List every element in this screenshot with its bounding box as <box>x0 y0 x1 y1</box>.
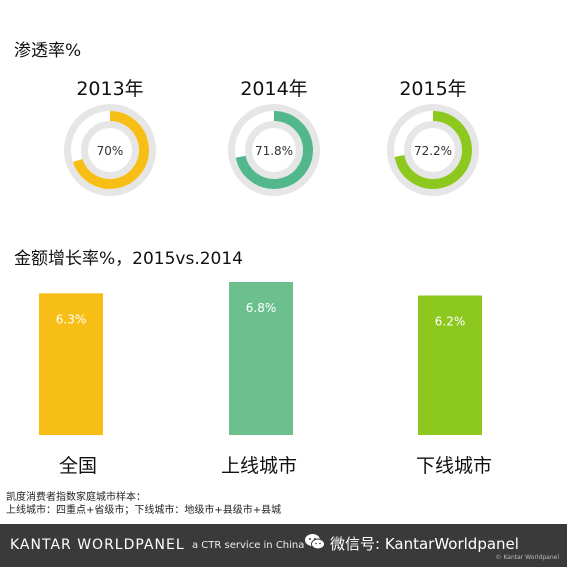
bar-lower-tier <box>418 295 482 435</box>
bar-value-label-upper-tier: 6.8% <box>246 301 277 315</box>
bar-national <box>39 293 103 436</box>
year-label-2014: 2014年 <box>240 78 308 100</box>
sample-note-line2: 上线城市：四重点+省级市；下线城市：地级市+县级市+县城 <box>6 505 282 516</box>
wechat-icon <box>305 534 325 550</box>
category-label-upper-tier: 上线城市 <box>220 455 297 477</box>
growth-bar-chart: 6.3% 6.8% 6.2% <box>39 282 482 436</box>
wechat-id-text: 微信号: KantarWorldpanel <box>330 535 519 553</box>
donut-2014: 71.8% <box>228 104 320 196</box>
year-label-2013: 2013年 <box>76 78 144 100</box>
donut-arc-2013 <box>72 111 149 189</box>
donut-2013: 70% <box>64 104 156 196</box>
donut-center-2014 <box>252 128 296 172</box>
donut-2015: 72.2% <box>387 104 479 196</box>
category-label-lower-tier: 下线城市 <box>415 455 492 477</box>
year-label-2015: 2015年 <box>399 78 467 100</box>
category-label-national: 全国 <box>58 455 97 477</box>
copyright-text: © Kantar Worldpanel <box>495 554 559 561</box>
donut-arc-2014 <box>235 111 313 189</box>
donut-value-label-2014: 71.8% <box>255 144 293 158</box>
bar-value-label-national: 6.3% <box>56 312 87 326</box>
footer-bar: KANTAR WORLDPANEL a CTR service in China… <box>0 524 567 567</box>
ctr-service-text: a CTR service in China <box>192 540 305 551</box>
donut-value-label-2013: 70% <box>97 144 124 158</box>
donut-arc-2015 <box>394 111 472 189</box>
bar-value-label-lower-tier: 6.2% <box>435 315 466 329</box>
donut-center-2015 <box>411 128 455 172</box>
kantar-worldpanel-logo: KANTAR WORLDPANEL <box>10 537 185 553</box>
donut-value-label-2015: 72.2% <box>414 144 452 158</box>
sample-note-line1: 凯度消费者指数家庭城市样本： <box>6 492 146 503</box>
growth-title: 金额增长率%，2015vs.2014 <box>14 249 244 269</box>
penetration-title: 渗透率% <box>14 41 82 61</box>
donut-center-2013 <box>88 128 132 172</box>
bar-upper-tier <box>229 282 293 435</box>
